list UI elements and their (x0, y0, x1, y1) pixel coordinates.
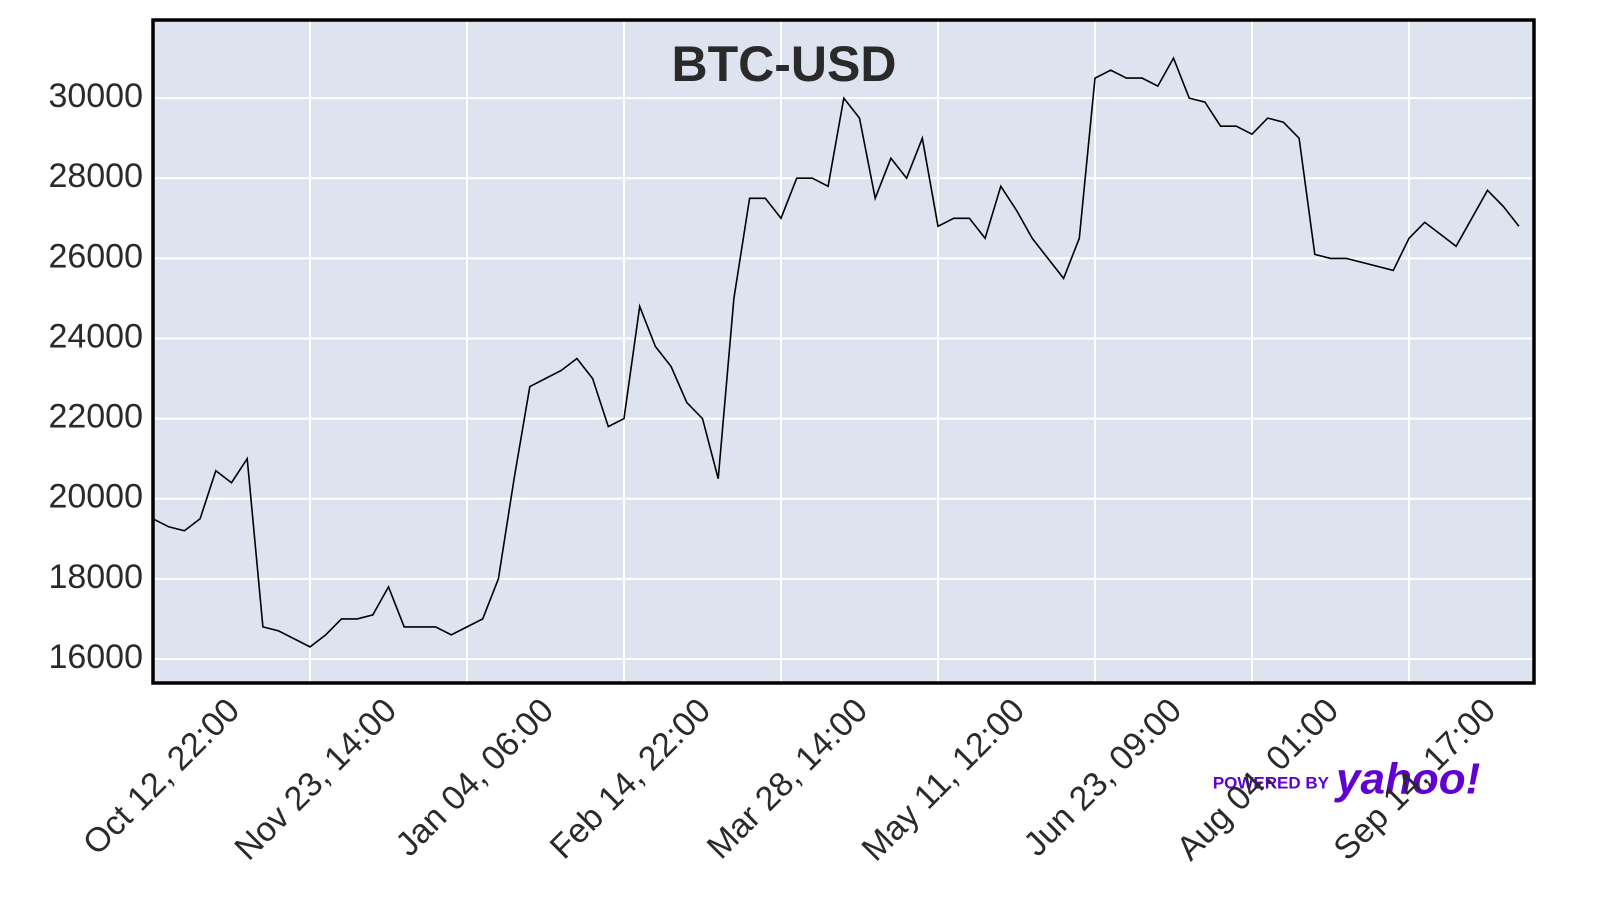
chart-title: BTC-USD (672, 36, 897, 92)
y-tick-label: 20000 (48, 478, 143, 516)
x-tick-label: May 11, 12:00 (855, 691, 1032, 868)
x-tick-label: Mar 28, 14:00 (700, 691, 875, 866)
y-tick-label: 26000 (48, 237, 143, 275)
logo-powered: POWERED BY (1213, 773, 1330, 792)
y-tick-label: 22000 (48, 398, 143, 436)
y-tick-label: 18000 (48, 558, 143, 596)
x-tick-label: Oct 12, 22:00 (76, 691, 247, 862)
plot-border (151, 18, 1536, 685)
grid (152, 20, 1534, 683)
y-tick-label: 24000 (48, 317, 143, 355)
logo-brand: yahoo! (1334, 755, 1480, 804)
y-tick-label: 16000 (48, 638, 143, 676)
y-tick-label: 28000 (48, 157, 143, 195)
x-tick-label: Jun 23, 09:00 (1016, 691, 1189, 864)
x-tick-label: Jan 04, 06:00 (388, 691, 561, 864)
x-tick-label: Feb 14, 22:00 (543, 691, 718, 866)
series (152, 56, 1520, 648)
price-line (152, 56, 1520, 648)
x-tick-label: Nov 23, 14:00 (227, 691, 404, 868)
y-tick-label: 30000 (48, 77, 143, 115)
plot-area (153, 20, 1534, 683)
